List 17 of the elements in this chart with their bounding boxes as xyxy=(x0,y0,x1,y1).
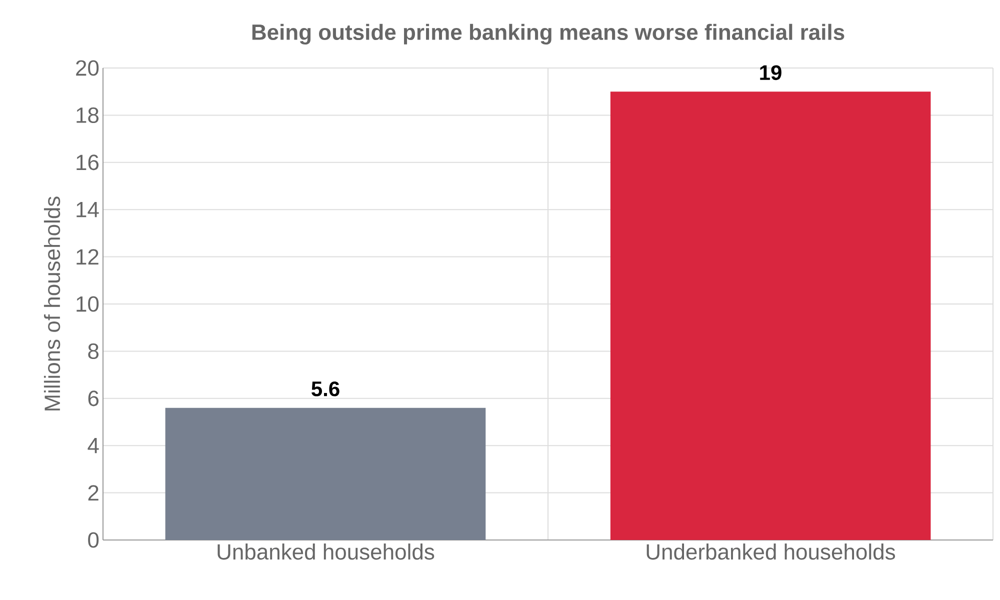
y-tick-label: 12 xyxy=(76,249,98,264)
y-axis-title: Millions of households xyxy=(44,196,60,410)
y-tick-label: 8 xyxy=(88,343,99,359)
y-tick-label: 2 xyxy=(88,485,98,500)
x-tick-label: Underbanked households xyxy=(646,544,896,560)
y-tick-label: 4 xyxy=(88,438,99,454)
y-tick-label: 16 xyxy=(76,154,99,170)
y-tick-label: 14 xyxy=(76,202,99,218)
y-tick-label: 0 xyxy=(88,532,99,548)
data-label: 19 xyxy=(760,65,782,80)
y-tick-label: 10 xyxy=(76,296,99,312)
chart-title: Being outside prime banking means worse financial rails xyxy=(252,24,844,44)
data-label: 5.6 xyxy=(312,381,340,396)
y-tick-label: 6 xyxy=(88,390,99,406)
x-tick-label: Unbanked households xyxy=(218,544,434,560)
y-tick-label: 18 xyxy=(76,107,99,123)
y-tick-label: 20 xyxy=(76,60,99,76)
